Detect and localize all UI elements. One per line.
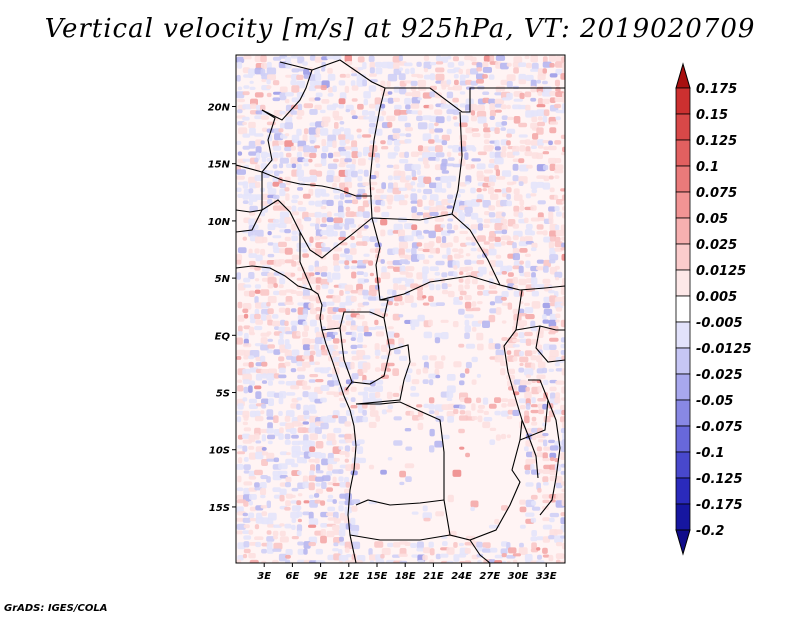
colorbar-label: -0.175 xyxy=(696,498,743,513)
border xyxy=(311,59,565,301)
colorbar-label: -0.05 xyxy=(696,394,733,409)
lat-tick-label: 10S xyxy=(209,446,230,457)
colorbar-segment xyxy=(675,191,691,219)
colorbar-label: -0.075 xyxy=(696,420,743,435)
colorbar-segment xyxy=(675,139,691,167)
colorbar-segment xyxy=(675,165,691,193)
colorbar-label: -0.2 xyxy=(696,524,724,539)
colorbar-label: 0.1 xyxy=(696,160,719,175)
colorbar-segment xyxy=(675,269,691,297)
colorbar-segment xyxy=(675,347,691,375)
colorbar-label: 0.175 xyxy=(696,82,737,97)
colorbar-label: 0.005 xyxy=(696,290,737,305)
border xyxy=(355,344,411,405)
lon-tick-label: 3E xyxy=(257,571,271,582)
colorbar-label: -0.125 xyxy=(696,472,743,487)
grads-credit: GrADS: IGES/COLA xyxy=(4,603,108,614)
border xyxy=(236,209,263,213)
colorbar-label: -0.0125 xyxy=(696,342,752,357)
lat-tick-label: 15S xyxy=(209,503,230,514)
lon-tick-label: 12E xyxy=(338,571,359,582)
colorbar-segment xyxy=(675,503,691,531)
colorbar-segment xyxy=(675,113,691,141)
lon-tick-label: 33E xyxy=(536,571,557,582)
colorbar-segment xyxy=(675,451,691,479)
lon-tick-label: 6E xyxy=(286,571,300,582)
lat-tick-label: 10N xyxy=(208,217,231,228)
lat-tick-label: EQ xyxy=(215,331,231,342)
border xyxy=(535,325,565,363)
border xyxy=(371,111,463,221)
border xyxy=(539,399,561,516)
border xyxy=(261,109,276,173)
map-frame xyxy=(235,54,566,564)
coastline-west xyxy=(236,265,357,563)
border xyxy=(349,534,451,541)
border xyxy=(356,379,549,541)
colorbar-label: 0.05 xyxy=(696,212,728,227)
chart-title: Vertical velocity [m/s] at 925hPa, VT: 2… xyxy=(44,14,756,44)
lon-tick-label: 21E xyxy=(423,571,444,582)
colorbar: 0.175 0.15 0.125 0.1 0.075 0.05 0.025 0.0125 0.0… xyxy=(675,62,752,556)
border xyxy=(339,327,353,391)
border xyxy=(515,325,565,331)
lat-tick-label: 5N xyxy=(215,274,231,285)
colorbar-segment xyxy=(675,399,691,427)
border xyxy=(236,164,372,197)
colorbar-segment xyxy=(675,87,691,115)
colorbar-segment xyxy=(675,295,691,323)
colorbar-label: 0.0125 xyxy=(696,264,746,279)
colorbar-label: -0.1 xyxy=(696,446,724,461)
colorbar-label: 0.025 xyxy=(696,238,737,253)
border xyxy=(299,232,313,291)
colorbar-segment xyxy=(675,321,691,349)
colorbar-segment xyxy=(675,425,691,453)
map-axes: 3E 6E 9E 12E 15E 18E 21E 24E 27E 30E 33E 20N 15N 10N 5… xyxy=(208,102,557,582)
colorbar-segment xyxy=(675,373,691,401)
colorbar-label: 0.15 xyxy=(696,108,728,123)
colorbar-label: -0.025 xyxy=(696,368,743,383)
colorbar-top-arrow xyxy=(675,62,691,89)
lat-tick-label: 20N xyxy=(208,102,231,113)
colorbar-label: 0.125 xyxy=(696,134,737,149)
colorbar-bottom-arrow xyxy=(675,529,691,556)
border xyxy=(355,499,445,506)
velocity-field xyxy=(236,55,565,563)
border xyxy=(351,317,391,385)
border xyxy=(469,539,491,563)
country-borders xyxy=(236,59,565,563)
lat-tick-label: 15N xyxy=(208,160,231,171)
colorbar-label: -0.005 xyxy=(696,316,743,331)
lon-tick-label: 9E xyxy=(314,571,328,582)
lon-tick-label: 24E xyxy=(451,571,472,582)
colorbar-segment xyxy=(675,477,691,505)
lon-tick-label: 27E xyxy=(479,571,500,582)
border xyxy=(261,61,313,121)
border xyxy=(385,87,565,113)
colorbar-label: 0.075 xyxy=(696,186,737,201)
lon-tick-label: 18E xyxy=(395,571,416,582)
border xyxy=(451,213,501,286)
lon-tick-label: 15E xyxy=(367,571,388,582)
lon-tick-label: 30E xyxy=(508,571,529,582)
lat-tick-label: 5S xyxy=(216,389,230,400)
border xyxy=(521,419,539,479)
colorbar-segment xyxy=(675,243,691,271)
colorbar-segment xyxy=(675,217,691,245)
